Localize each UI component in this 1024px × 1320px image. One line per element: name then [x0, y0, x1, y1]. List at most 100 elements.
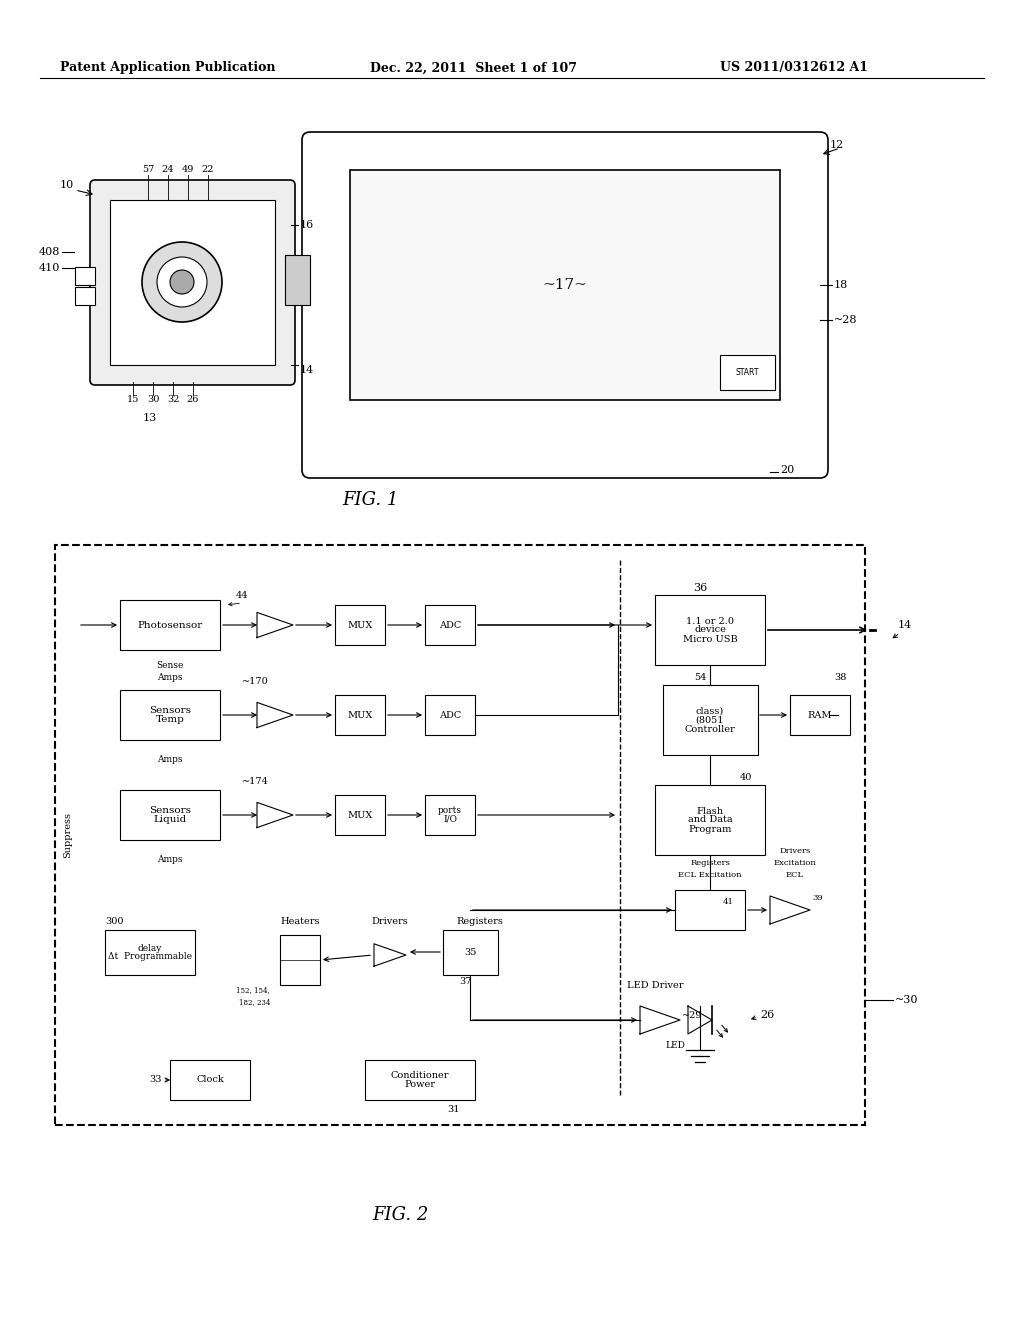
- Text: 15: 15: [127, 396, 139, 404]
- Text: Power: Power: [404, 1080, 435, 1089]
- FancyBboxPatch shape: [90, 180, 295, 385]
- Text: 300: 300: [105, 917, 124, 927]
- Text: 14: 14: [300, 366, 314, 375]
- Text: 22: 22: [202, 165, 214, 174]
- Text: 37: 37: [459, 978, 471, 986]
- Text: Micro USB: Micro USB: [683, 635, 737, 644]
- Bar: [655, 595, 765, 665]
- Text: MUX: MUX: [347, 620, 373, 630]
- Text: and Data: and Data: [688, 816, 732, 825]
- Circle shape: [157, 257, 207, 308]
- Text: 57: 57: [141, 165, 155, 174]
- Text: 40: 40: [740, 774, 753, 783]
- Text: ~170: ~170: [242, 677, 268, 686]
- Text: 26: 26: [760, 1010, 774, 1020]
- Bar: [425, 795, 475, 836]
- Text: Clock: Clock: [197, 1076, 224, 1085]
- Text: 35: 35: [464, 948, 476, 957]
- Bar: [425, 605, 475, 645]
- Polygon shape: [640, 1006, 680, 1034]
- Text: ADC: ADC: [439, 710, 461, 719]
- Bar: [120, 601, 220, 649]
- Text: Excitation: Excitation: [773, 859, 816, 867]
- Text: 36: 36: [693, 583, 708, 593]
- Text: Δt  Programmable: Δt Programmable: [108, 952, 193, 961]
- Text: 152, 154,: 152, 154,: [237, 986, 270, 994]
- Text: ~17~: ~17~: [543, 279, 588, 292]
- Circle shape: [142, 242, 222, 322]
- Circle shape: [170, 271, 194, 294]
- Text: MUX: MUX: [347, 810, 373, 820]
- Text: LED Driver: LED Driver: [627, 981, 683, 990]
- Text: Sensors: Sensors: [150, 706, 191, 714]
- Text: ECL: ECL: [786, 871, 804, 879]
- Bar: [365, 1060, 475, 1100]
- Bar: [425, 696, 475, 735]
- Text: 18: 18: [834, 280, 848, 290]
- Text: 54: 54: [694, 673, 707, 682]
- Bar: [170, 1060, 250, 1100]
- Bar: [790, 696, 850, 735]
- Bar: [120, 789, 220, 840]
- Text: 39: 39: [812, 894, 822, 902]
- Polygon shape: [374, 944, 406, 966]
- Bar: [655, 785, 765, 855]
- Text: 44: 44: [236, 590, 248, 599]
- Text: Heaters: Heaters: [281, 917, 319, 927]
- Text: 13: 13: [143, 413, 157, 422]
- Text: Drivers: Drivers: [779, 847, 811, 855]
- Text: 408: 408: [39, 247, 60, 257]
- Text: 12: 12: [830, 140, 844, 150]
- Text: START: START: [736, 368, 759, 378]
- Text: 38: 38: [834, 673, 847, 682]
- Bar: [280, 935, 319, 985]
- Bar: [75, 267, 95, 285]
- Text: ~174: ~174: [242, 777, 268, 787]
- FancyBboxPatch shape: [302, 132, 828, 478]
- Text: RAM: RAM: [808, 710, 833, 719]
- Bar: [120, 690, 220, 741]
- Text: I/O: I/O: [443, 814, 457, 824]
- Text: 1.1 or 2.0: 1.1 or 2.0: [686, 616, 734, 626]
- Text: LED: LED: [665, 1041, 685, 1051]
- Text: 30: 30: [146, 396, 159, 404]
- Text: 26: 26: [186, 396, 200, 404]
- Text: ports: ports: [438, 807, 462, 816]
- Text: FIG. 2: FIG. 2: [372, 1206, 428, 1224]
- Text: 14: 14: [898, 620, 912, 630]
- Text: Drivers: Drivers: [372, 917, 409, 927]
- Text: ECL Excitation: ECL Excitation: [678, 871, 741, 879]
- Bar: [335, 605, 385, 645]
- Polygon shape: [257, 803, 293, 828]
- Text: delay: delay: [138, 944, 162, 953]
- Text: FIG. 1: FIG. 1: [342, 491, 398, 510]
- Text: class): class): [696, 706, 724, 715]
- Text: Program: Program: [688, 825, 732, 833]
- Text: 16: 16: [300, 220, 314, 230]
- Bar: [335, 696, 385, 735]
- Bar: [442, 931, 498, 975]
- Text: Sense: Sense: [157, 661, 183, 671]
- Bar: [105, 931, 195, 975]
- Text: 410: 410: [39, 263, 60, 273]
- Text: (8051: (8051: [695, 715, 724, 725]
- Text: 182, 234: 182, 234: [239, 998, 270, 1006]
- Bar: [663, 685, 758, 755]
- Polygon shape: [770, 896, 810, 924]
- Polygon shape: [257, 612, 293, 638]
- Text: Registers: Registers: [690, 859, 730, 867]
- Polygon shape: [688, 1006, 712, 1034]
- Text: Temp: Temp: [156, 715, 184, 725]
- Text: ~30: ~30: [895, 995, 919, 1005]
- Text: 32: 32: [167, 396, 179, 404]
- Bar: [55, 545, 865, 1125]
- Bar: [675, 890, 745, 931]
- Text: Dec. 22, 2011  Sheet 1 of 107: Dec. 22, 2011 Sheet 1 of 107: [370, 62, 577, 74]
- Text: 41: 41: [723, 898, 733, 906]
- Text: Registers: Registers: [457, 917, 504, 927]
- Bar: [285, 255, 310, 305]
- Text: Amps: Amps: [158, 673, 182, 682]
- Bar: [110, 201, 275, 366]
- Text: Liquid: Liquid: [154, 816, 186, 824]
- Text: 49: 49: [182, 165, 195, 174]
